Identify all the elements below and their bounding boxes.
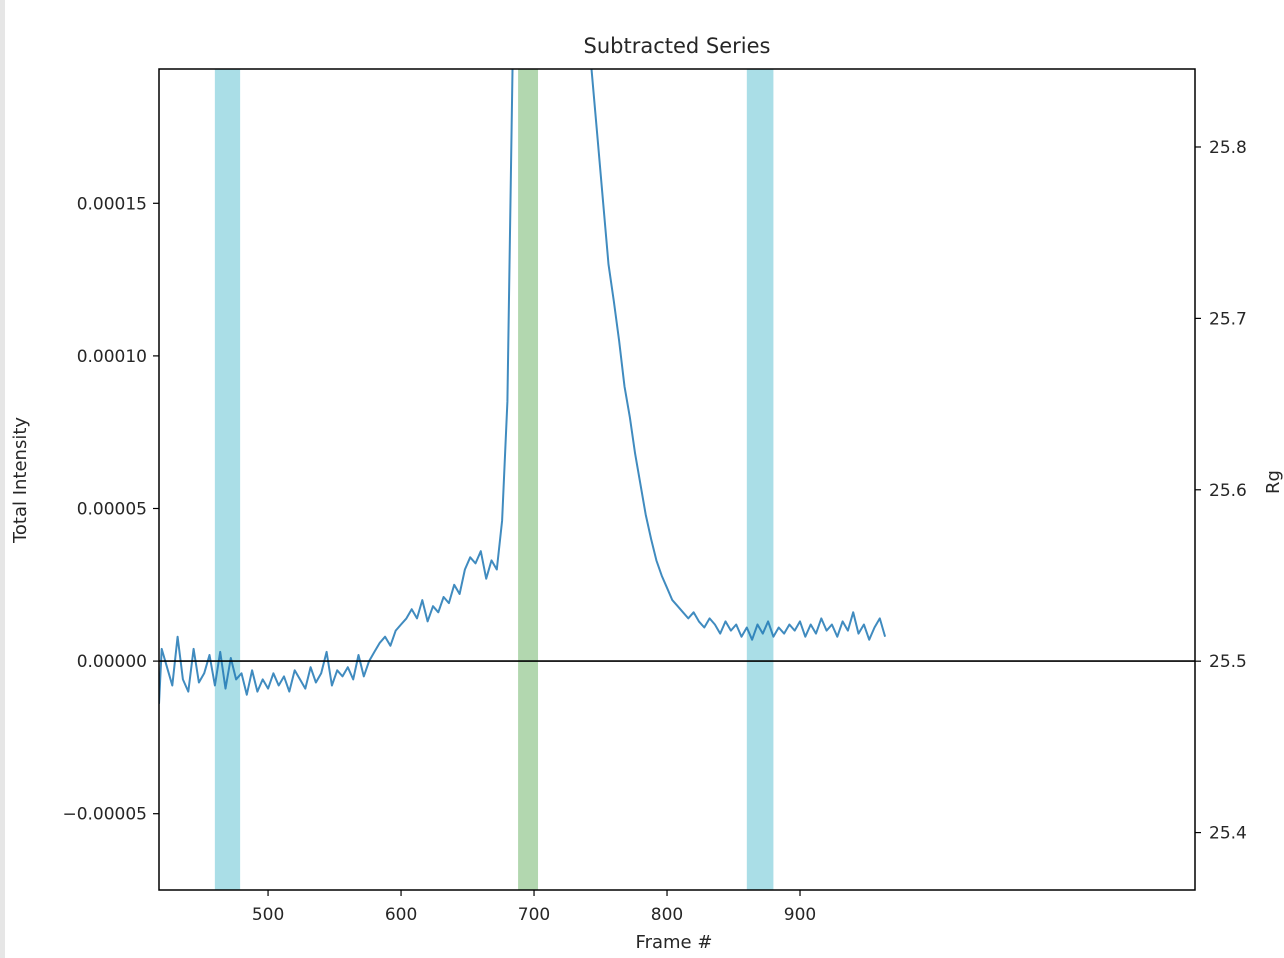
y2-tick-label: 25.8 [1209,138,1247,158]
y-tick-label: 0.00000 [77,652,147,672]
chart-title: Subtracted Series [584,34,771,58]
y2-tick-label: 25.5 [1209,652,1247,672]
x-tick-label: 700 [518,905,550,925]
plot-frame [158,68,1196,891]
x-tick-label: 500 [252,905,284,925]
x-tick-label: 600 [385,905,417,925]
x-tick-label: 800 [651,905,683,925]
x-axis-label: Frame # [636,932,713,953]
y-axis-ticks: −0.00005 0.00000 0.00005 0.00010 0.00015 [62,194,159,825]
series-line-1 [159,69,887,704]
y2-axis-ticks: 25.4 25.5 25.6 25.7 25.8 [1195,138,1247,844]
series-layer [159,69,887,704]
shaded-region-1 [214,69,241,890]
shaded-regions [214,69,774,890]
y2-tick-label: 25.4 [1209,824,1247,844]
window-edge [0,0,5,958]
y2-tick-label: 25.6 [1209,481,1247,501]
y-tick-label: −0.00005 [62,805,147,825]
shaded-region-2 [518,69,539,890]
x-tick-label: 900 [784,905,816,925]
y-tick-label: 0.00005 [77,499,147,519]
shaded-region-3 [746,69,774,890]
x-axis-ticks: 500 600 700 800 900 [252,890,816,925]
y-axis-label: Total Intensity [10,417,31,544]
y-tick-label: 0.00010 [77,347,147,367]
y2-tick-label: 25.7 [1209,309,1247,329]
y2-axis-label: Rg [1263,470,1284,494]
y-tick-label: 0.00015 [77,194,147,214]
